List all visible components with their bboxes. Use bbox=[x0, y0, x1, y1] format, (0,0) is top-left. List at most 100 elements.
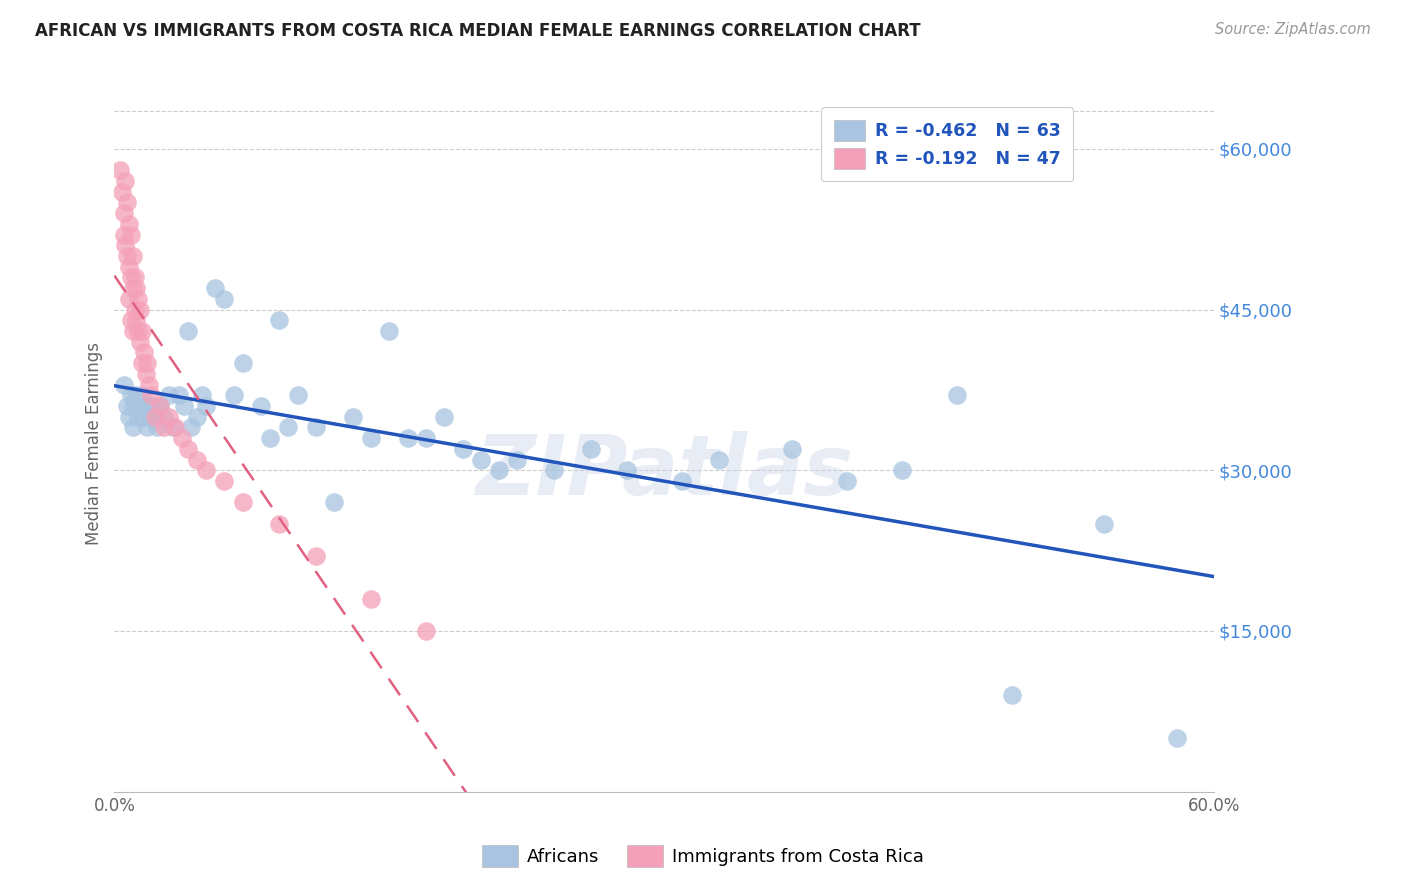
Point bbox=[204, 281, 226, 295]
Point bbox=[118, 292, 141, 306]
Y-axis label: Median Female Earnings: Median Female Earnings bbox=[86, 342, 103, 545]
Point bbox=[149, 399, 172, 413]
Text: AFRICAN VS IMMIGRANTS FROM COSTA RICA MEDIAN FEMALE EARNINGS CORRELATION CHART: AFRICAN VS IMMIGRANTS FROM COSTA RICA ME… bbox=[35, 22, 921, 40]
Point bbox=[118, 409, 141, 424]
Point bbox=[121, 249, 143, 263]
Point bbox=[222, 388, 245, 402]
Point bbox=[232, 495, 254, 509]
Point bbox=[946, 388, 969, 402]
Point bbox=[112, 206, 135, 220]
Point bbox=[195, 463, 218, 477]
Point bbox=[396, 431, 419, 445]
Point bbox=[671, 474, 693, 488]
Point bbox=[269, 313, 291, 327]
Point bbox=[125, 313, 148, 327]
Point bbox=[891, 463, 914, 477]
Point bbox=[433, 409, 456, 424]
Point bbox=[121, 281, 143, 295]
Point bbox=[143, 409, 166, 424]
Point bbox=[543, 463, 565, 477]
Point bbox=[108, 163, 131, 178]
Point bbox=[120, 313, 142, 327]
Point bbox=[1092, 516, 1115, 531]
Point bbox=[125, 388, 148, 402]
Point bbox=[127, 324, 149, 338]
Point bbox=[149, 399, 172, 413]
Point bbox=[186, 452, 208, 467]
Point bbox=[579, 442, 602, 456]
Point bbox=[121, 420, 143, 434]
Point bbox=[129, 334, 152, 349]
Point bbox=[127, 292, 149, 306]
Legend: R = -0.462   N = 63, R = -0.192   N = 47: R = -0.462 N = 63, R = -0.192 N = 47 bbox=[821, 107, 1073, 181]
Point bbox=[323, 495, 346, 509]
Point bbox=[506, 452, 529, 467]
Point bbox=[707, 452, 730, 467]
Point bbox=[115, 399, 138, 413]
Point bbox=[173, 399, 195, 413]
Text: ZIPatlas: ZIPatlas bbox=[475, 431, 853, 512]
Point bbox=[111, 185, 134, 199]
Point bbox=[451, 442, 474, 456]
Point bbox=[360, 591, 382, 606]
Point bbox=[180, 420, 202, 434]
Point bbox=[131, 399, 153, 413]
Point bbox=[139, 409, 162, 424]
Point bbox=[488, 463, 510, 477]
Point bbox=[120, 388, 142, 402]
Point bbox=[139, 388, 162, 402]
Point bbox=[127, 399, 149, 413]
Point bbox=[172, 431, 194, 445]
Point bbox=[163, 420, 186, 434]
Point bbox=[305, 420, 328, 434]
Point bbox=[176, 324, 198, 338]
Point bbox=[259, 431, 281, 445]
Point bbox=[114, 174, 136, 188]
Point bbox=[1001, 688, 1024, 702]
Legend: Africans, Immigrants from Costa Rica: Africans, Immigrants from Costa Rica bbox=[475, 838, 931, 874]
Point bbox=[115, 249, 138, 263]
Point bbox=[121, 399, 143, 413]
Point bbox=[129, 302, 152, 317]
Point bbox=[138, 377, 160, 392]
Point bbox=[132, 409, 155, 424]
Point bbox=[143, 409, 166, 424]
Point bbox=[157, 409, 180, 424]
Point bbox=[470, 452, 492, 467]
Point bbox=[132, 345, 155, 359]
Point bbox=[118, 260, 141, 274]
Point bbox=[135, 399, 157, 413]
Point bbox=[214, 474, 236, 488]
Point bbox=[1166, 731, 1188, 745]
Point bbox=[145, 420, 167, 434]
Point bbox=[157, 388, 180, 402]
Point bbox=[269, 516, 291, 531]
Point bbox=[124, 302, 146, 317]
Point bbox=[415, 624, 437, 638]
Point bbox=[136, 356, 159, 370]
Point bbox=[115, 195, 138, 210]
Point bbox=[120, 270, 142, 285]
Point bbox=[378, 324, 401, 338]
Point bbox=[120, 227, 142, 242]
Point bbox=[342, 409, 364, 424]
Point bbox=[167, 388, 190, 402]
Point bbox=[153, 409, 176, 424]
Point bbox=[162, 420, 184, 434]
Point bbox=[616, 463, 638, 477]
Point bbox=[360, 431, 382, 445]
Point bbox=[305, 549, 328, 563]
Text: Source: ZipAtlas.com: Source: ZipAtlas.com bbox=[1215, 22, 1371, 37]
Point bbox=[287, 388, 309, 402]
Point bbox=[114, 238, 136, 252]
Point bbox=[118, 217, 141, 231]
Point bbox=[136, 420, 159, 434]
Point bbox=[232, 356, 254, 370]
Point bbox=[124, 270, 146, 285]
Point bbox=[138, 399, 160, 413]
Point bbox=[125, 281, 148, 295]
Point bbox=[135, 367, 157, 381]
Point bbox=[250, 399, 273, 413]
Point bbox=[121, 324, 143, 338]
Point bbox=[131, 388, 153, 402]
